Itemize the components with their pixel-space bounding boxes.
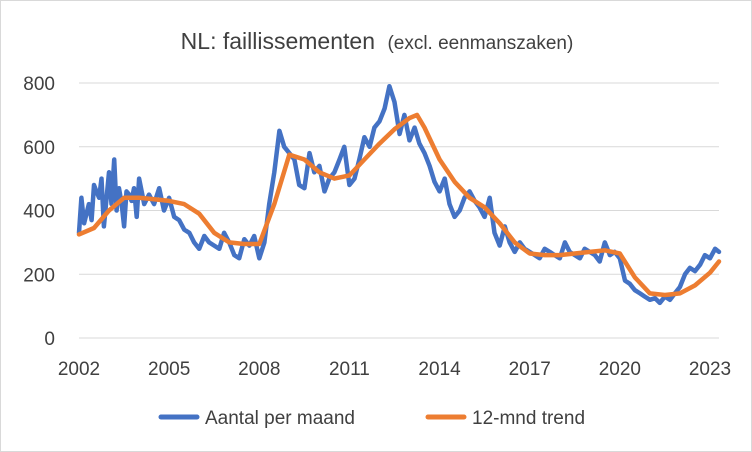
series-lines [76,83,722,306]
gridlines [79,82,719,275]
x-tick-label: 2023 [689,359,731,380]
x-tick-label: 2011 [329,359,370,380]
y-tick-label: 400 [23,202,55,223]
legend-label: 12-mnd trend [472,408,585,429]
y-tick-label: 0 [44,329,55,350]
legend: Aantal per maand 12-mnd trend [158,408,585,429]
series-line-2 [76,112,722,298]
y-tick-label: 200 [23,265,55,286]
y-axis-ticks: 0 200 400 600 800 [23,74,55,350]
chart-title: NL: faillissementen (excl. eenmanszaken) [181,28,574,54]
legend-label: Aantal per maand [205,408,355,429]
x-axis-ticks: 2002 2005 2008 2011 2014 2017 2020 2023 [58,359,731,380]
chart-title-sub: (excl. eenmanszaken) [387,33,573,54]
series-line-1 [76,83,722,306]
chart-title-main: NL: faillissementen [181,28,375,54]
y-tick-label: 800 [23,74,55,95]
x-tick-label: 2014 [418,359,461,380]
x-tick-label: 2002 [58,359,100,380]
x-tick-label: 2005 [148,359,190,380]
x-tick-label: 2008 [238,359,280,380]
x-tick-label: 2020 [599,359,641,380]
x-tick-label: 2017 [509,359,551,380]
y-tick-label: 600 [23,138,55,159]
